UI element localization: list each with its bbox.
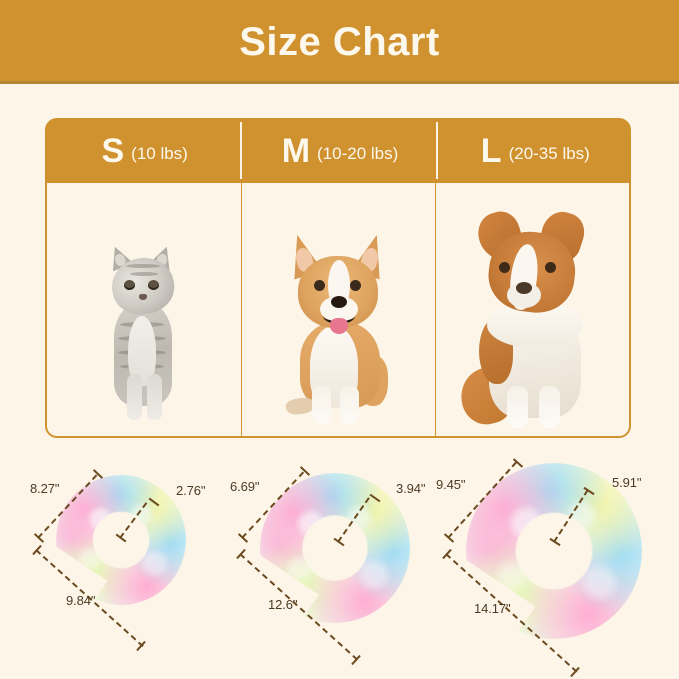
dimension-label-outer-m: 6.69": [230, 479, 260, 494]
size-weight-m: (10-20 lbs): [317, 144, 399, 163]
size-letter-s: S: [101, 131, 125, 170]
size-photo-cell-l: [435, 183, 629, 436]
size-chart-table: S (10 lbs) M (10-20 lbs) L (20-35 lbs): [45, 118, 631, 438]
dimension-label-bottom-l: 14.17": [474, 601, 511, 616]
size-letter-l: L: [480, 131, 502, 170]
size-header-cell-s: S (10 lbs): [45, 118, 240, 183]
size-weight-s: (10 lbs): [131, 144, 188, 163]
size-letter-m: M: [281, 131, 311, 170]
dimension-label-thickness-s: 2.76": [176, 483, 206, 498]
dimension-label-thickness-m: 3.94": [396, 481, 426, 496]
size-table-body-row: [45, 183, 631, 438]
size-photo-cell-m: [241, 183, 435, 436]
page-title: Size Chart: [239, 20, 440, 64]
pillow-dimensions-row: 8.27" 2.76" 9.84" 6.69" 3.94" 12.6": [0, 445, 679, 679]
size-photo-cell-s: [47, 183, 241, 436]
dimension-label-thickness-l: 5.91": [612, 475, 642, 490]
dimension-label-bottom-s: 9.84": [66, 593, 96, 608]
size-header-cell-m: M (10-20 lbs): [240, 118, 435, 183]
dimension-label-bottom-m: 12.6": [268, 597, 298, 612]
border-collie-icon: [454, 206, 605, 432]
size-weight-l: (20-35 lbs): [508, 144, 590, 163]
dimension-label-outer-s: 8.27": [30, 481, 60, 496]
kitten-icon: [96, 240, 192, 430]
size-header-cell-l: L (20-35 lbs): [435, 118, 631, 183]
corgi-icon: [272, 230, 404, 430]
header-banner: Size Chart: [0, 0, 679, 84]
size-table-header-row: S (10 lbs) M (10-20 lbs) L (20-35 lbs): [45, 118, 631, 183]
dimension-label-outer-l: 9.45": [436, 477, 466, 492]
